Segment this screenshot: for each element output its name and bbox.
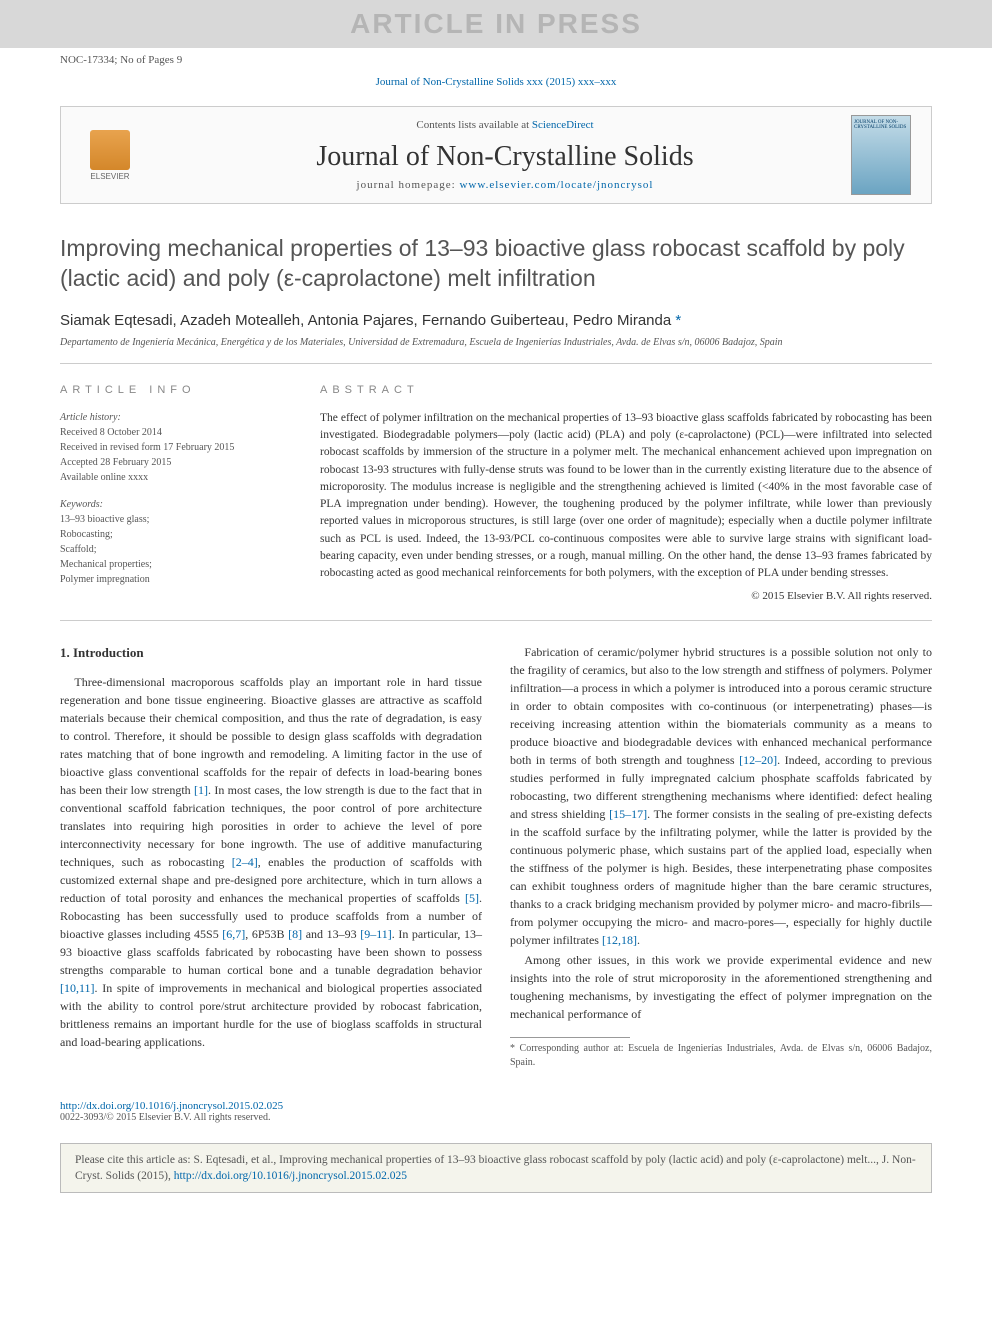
- abstract-label: abstract: [320, 384, 932, 396]
- article-in-press-watermark: ARTICLE IN PRESS: [0, 0, 992, 48]
- keywords-label: Keywords:: [60, 497, 290, 512]
- revised-date: Received in revised form 17 February 201…: [60, 440, 290, 455]
- affiliation: Departamento de Ingeniería Mecánica, Ene…: [60, 337, 932, 364]
- body-paragraph: Fabrication of ceramic/polymer hybrid st…: [510, 643, 932, 949]
- reference-link[interactable]: [8]: [288, 927, 302, 941]
- article-info-label: article info: [60, 384, 290, 396]
- keyword: Mechanical properties;: [60, 557, 290, 572]
- journal-reference-line: Journal of Non-Crystalline Solids xxx (2…: [0, 66, 992, 98]
- reference-link[interactable]: [12–20]: [739, 753, 777, 767]
- keyword: Robocasting;: [60, 527, 290, 542]
- introduction-heading: 1. Introduction: [60, 643, 482, 663]
- footer: http://dx.doi.org/10.1016/j.jnoncrysol.2…: [0, 1090, 992, 1133]
- sciencedirect-link[interactable]: ScienceDirect: [532, 119, 594, 131]
- keyword: Polymer impregnation: [60, 572, 290, 587]
- reference-link[interactable]: [6,7]: [222, 927, 245, 941]
- accepted-date: Accepted 28 February 2015: [60, 455, 290, 470]
- journal-homepage-link[interactable]: www.elsevier.com/locate/jnoncrysol: [459, 179, 653, 191]
- elsevier-label: ELSEVIER: [90, 172, 129, 181]
- homepage-label: journal homepage:: [357, 179, 460, 191]
- footnote-separator: [510, 1037, 630, 1038]
- journal-header-banner: ELSEVIER Contents lists available at Sci…: [60, 106, 932, 204]
- journal-cover-thumbnail: JOURNAL OF NON-CRYSTALLINE SOLIDS: [851, 115, 911, 195]
- issn-copyright: 0022-3093/© 2015 Elsevier B.V. All right…: [60, 1112, 932, 1123]
- reference-link[interactable]: [5]: [465, 891, 479, 905]
- reference-link[interactable]: [2–4]: [232, 855, 258, 869]
- reference-link[interactable]: [12,18]: [602, 933, 637, 947]
- article-history-label: Article history:: [60, 410, 290, 425]
- body-paragraph: Three-dimensional macroporous scaffolds …: [60, 673, 482, 1051]
- abstract-text: The effect of polymer infiltration on th…: [320, 410, 932, 583]
- authors-text: Siamak Eqtesadi, Azadeh Motealleh, Anton…: [60, 312, 675, 329]
- corresponding-author-marker[interactable]: *: [675, 312, 681, 329]
- elsevier-tree-icon: [90, 130, 130, 170]
- article-title: Improving mechanical properties of 13–93…: [60, 234, 932, 294]
- available-online: Available online xxxx: [60, 470, 290, 485]
- body-paragraph: Among other issues, in this work we prov…: [510, 951, 932, 1023]
- reference-link[interactable]: [10,11]: [60, 981, 95, 995]
- article-body: 1. Introduction Three-dimensional macrop…: [60, 643, 932, 1070]
- abstract-copyright: © 2015 Elsevier B.V. All rights reserved…: [320, 590, 932, 602]
- elsevier-logo: ELSEVIER: [81, 123, 139, 188]
- reference-link[interactable]: [1]: [194, 783, 208, 797]
- journal-cover-title: JOURNAL OF NON-CRYSTALLINE SOLIDS: [854, 120, 910, 130]
- journal-reference-link[interactable]: Journal of Non-Crystalline Solids xxx (2…: [376, 76, 617, 88]
- journal-title: Journal of Non-Crystalline Solids: [159, 141, 851, 173]
- reference-link[interactable]: [9–11]: [360, 927, 392, 941]
- keyword: 13–93 bioactive glass;: [60, 512, 290, 527]
- contents-available-line: Contents lists available at ScienceDirec…: [159, 119, 851, 131]
- doi-link[interactable]: http://dx.doi.org/10.1016/j.jnoncrysol.2…: [60, 1100, 283, 1112]
- keyword: Scaffold;: [60, 542, 290, 557]
- keywords-list: 13–93 bioactive glass; Robocasting; Scaf…: [60, 512, 290, 587]
- corresponding-author-footnote: * Corresponding author at: Escuela de In…: [510, 1042, 932, 1070]
- journal-homepage-line: journal homepage: www.elsevier.com/locat…: [159, 179, 851, 191]
- citation-box: Please cite this article as: S. Eqtesadi…: [60, 1143, 932, 1193]
- received-date: Received 8 October 2014: [60, 425, 290, 440]
- contents-text: Contents lists available at: [416, 119, 531, 131]
- citation-doi-link[interactable]: http://dx.doi.org/10.1016/j.jnoncrysol.2…: [174, 1170, 407, 1182]
- author-list: Siamak Eqtesadi, Azadeh Motealleh, Anton…: [60, 312, 932, 329]
- article-id-line: NOC-17334; No of Pages 9: [0, 48, 992, 66]
- reference-link[interactable]: [15–17]: [609, 807, 647, 821]
